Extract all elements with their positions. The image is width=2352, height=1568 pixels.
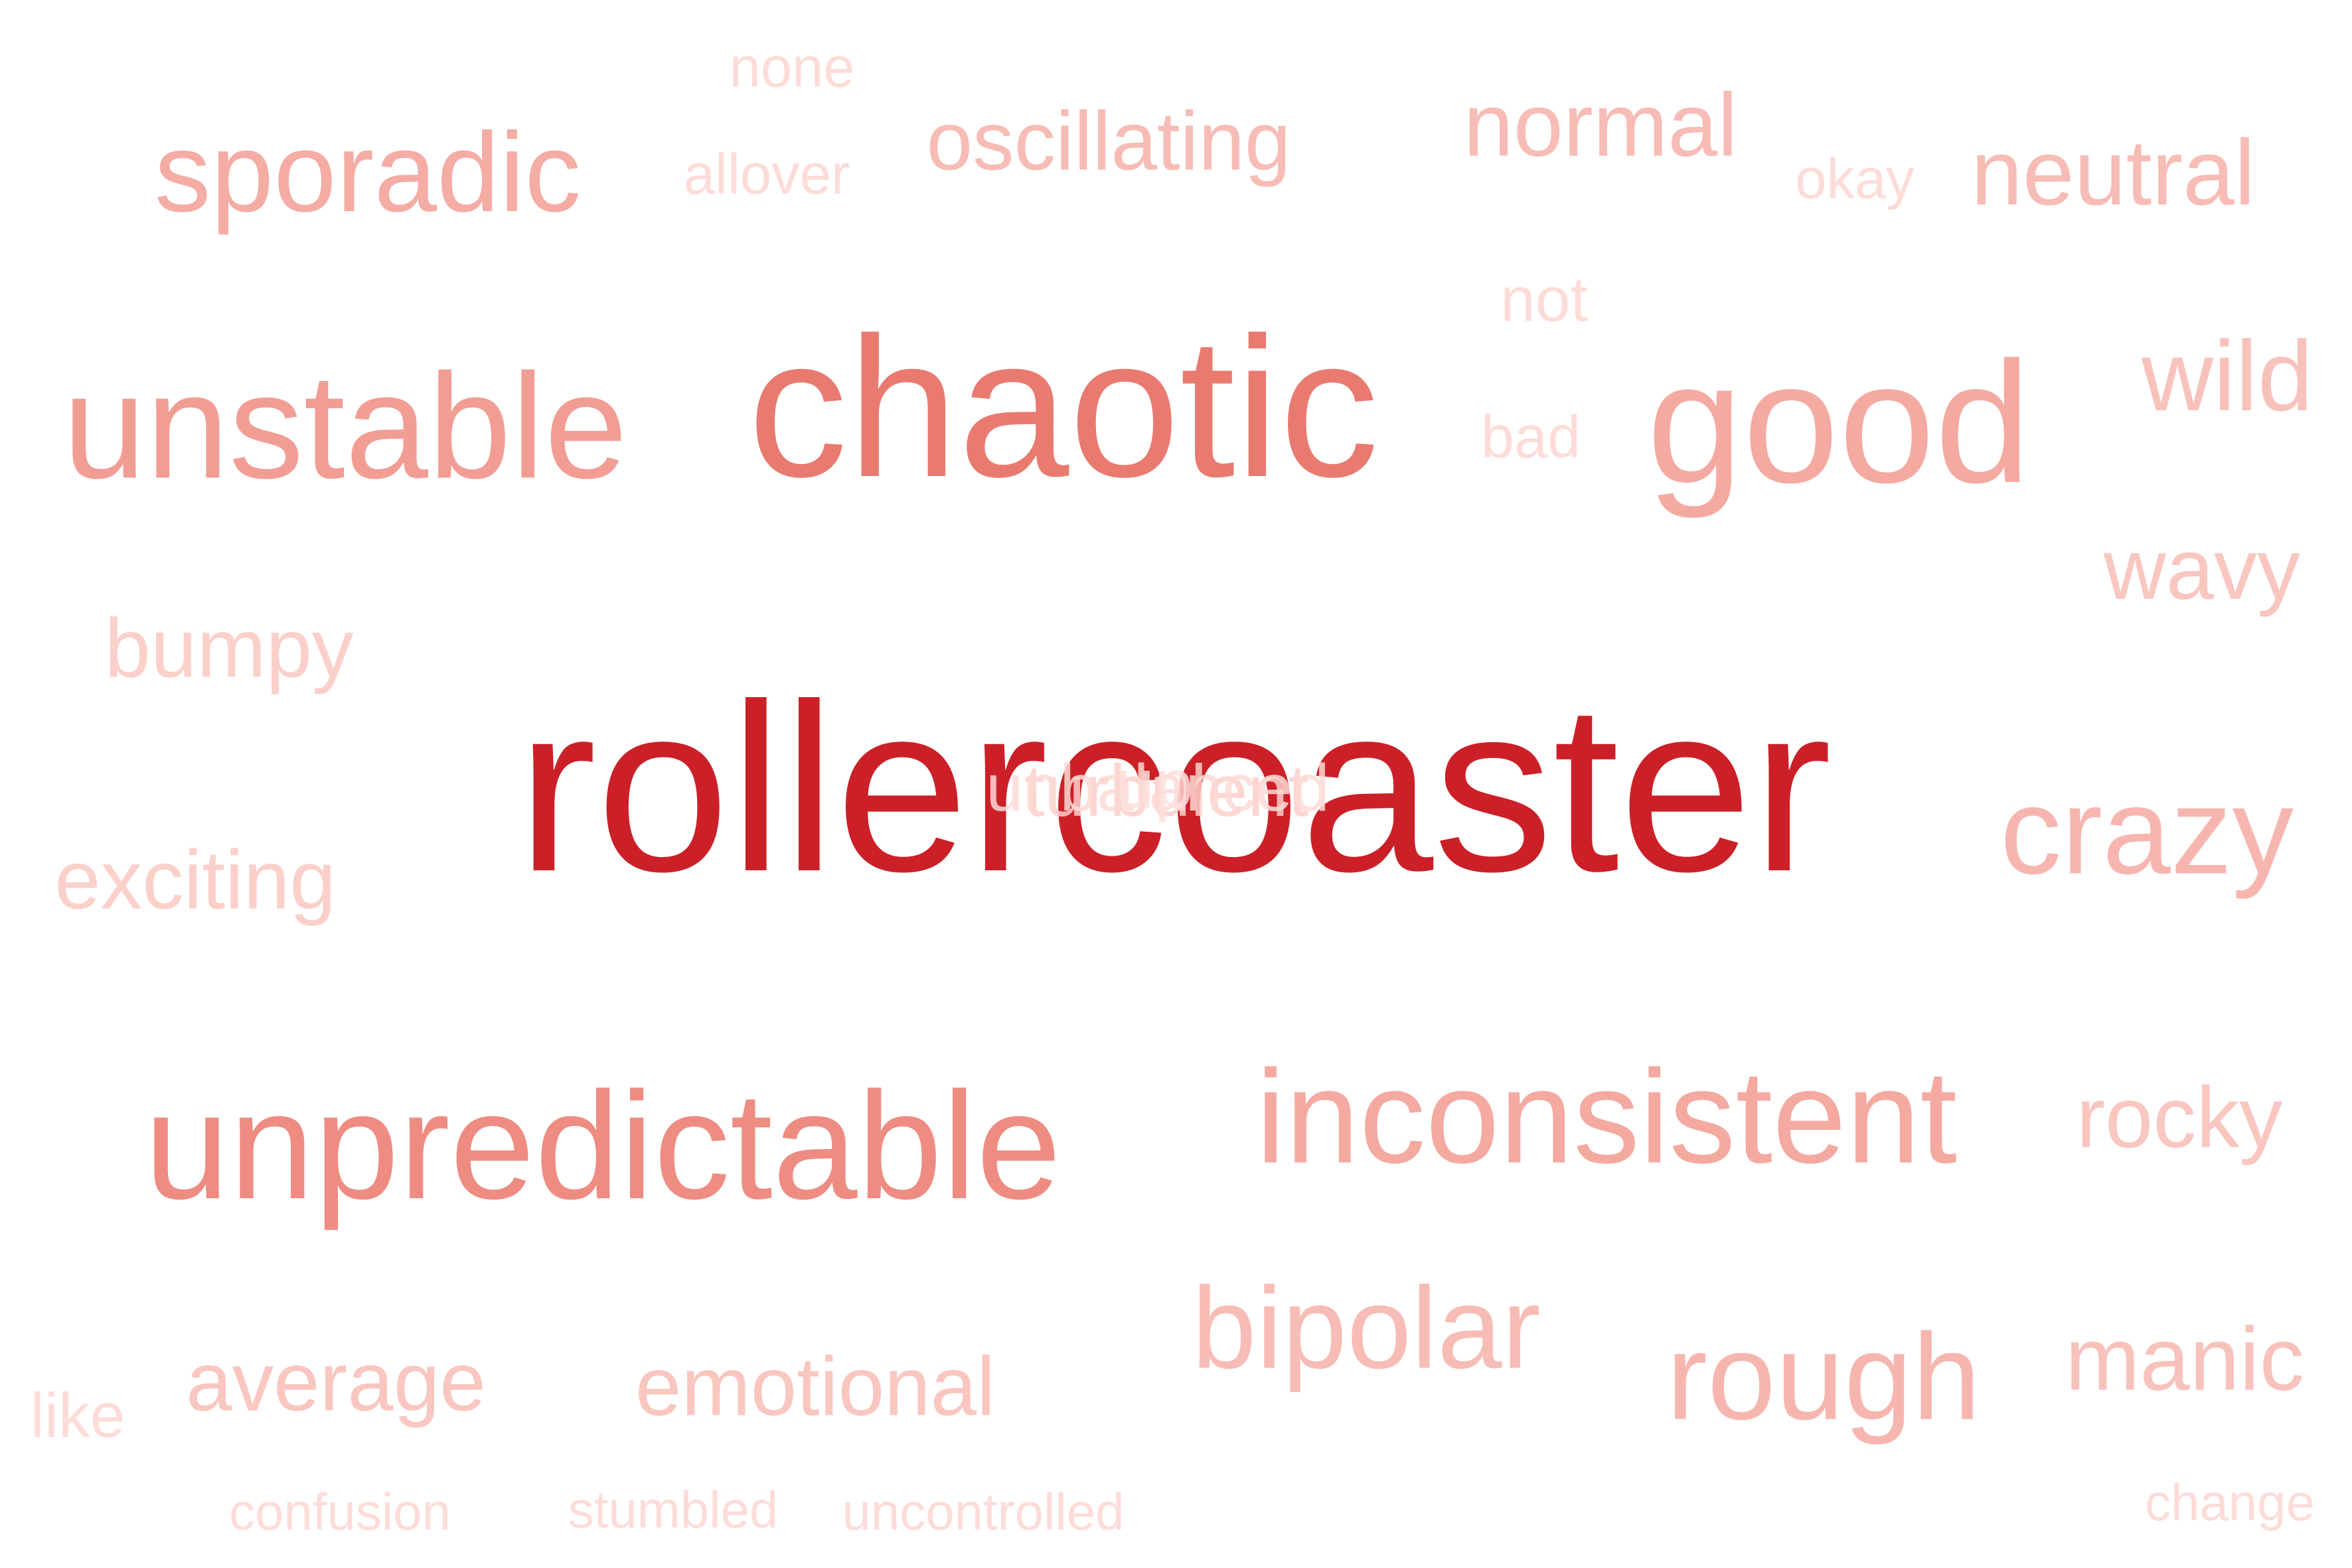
word-sporadic: sporadic (154, 110, 582, 236)
word-good: good (1646, 327, 2031, 519)
word-unbalanced: unbalanced (986, 751, 1330, 825)
word-rollercoaster: rollercoaster (516, 655, 1832, 921)
word-neutral: neutral (1970, 120, 2256, 224)
word-change: change (2145, 1473, 2315, 1531)
word-manic: manic (2065, 1308, 2305, 1409)
word-normal: normal (1463, 74, 1738, 175)
word-chaotic: chaotic (747, 295, 1379, 518)
word-wavy: wavy (2103, 520, 2301, 617)
word-not: not (1500, 264, 1589, 335)
word-rough: rough (1666, 1308, 1981, 1446)
word-rocky: rocky (2076, 1069, 2283, 1166)
word-bipolar: bipolar (1192, 1263, 1541, 1393)
word-none: none (729, 36, 855, 100)
word-oscillating: oscillating (926, 95, 1291, 188)
word-confusion: confusion (229, 1482, 451, 1541)
word-unpredictable: unpredictable (144, 1060, 1061, 1231)
word-unstable: unstable (62, 342, 628, 510)
word-turbulent: turbulent (1024, 750, 1309, 832)
word-uncontrolled: uncontrolled (842, 1482, 1125, 1541)
word-stumbled: stumbled (568, 1480, 779, 1539)
word-allover: allover (683, 143, 850, 206)
word-wild: wild (2141, 320, 2313, 431)
word-average: average (186, 1336, 486, 1429)
word-bad: bad (1480, 404, 1581, 471)
word-up: up (1115, 745, 1194, 823)
word-okay: okay (1795, 147, 1915, 211)
word-inconsistent: inconsistent (1255, 1043, 1958, 1191)
word-like: like (30, 1380, 125, 1451)
word-emotional: emotional (635, 1340, 995, 1433)
word-crazy: crazy (2000, 763, 2294, 900)
word-exciting: exciting (54, 834, 336, 927)
word-bumpy: bumpy (104, 602, 354, 695)
